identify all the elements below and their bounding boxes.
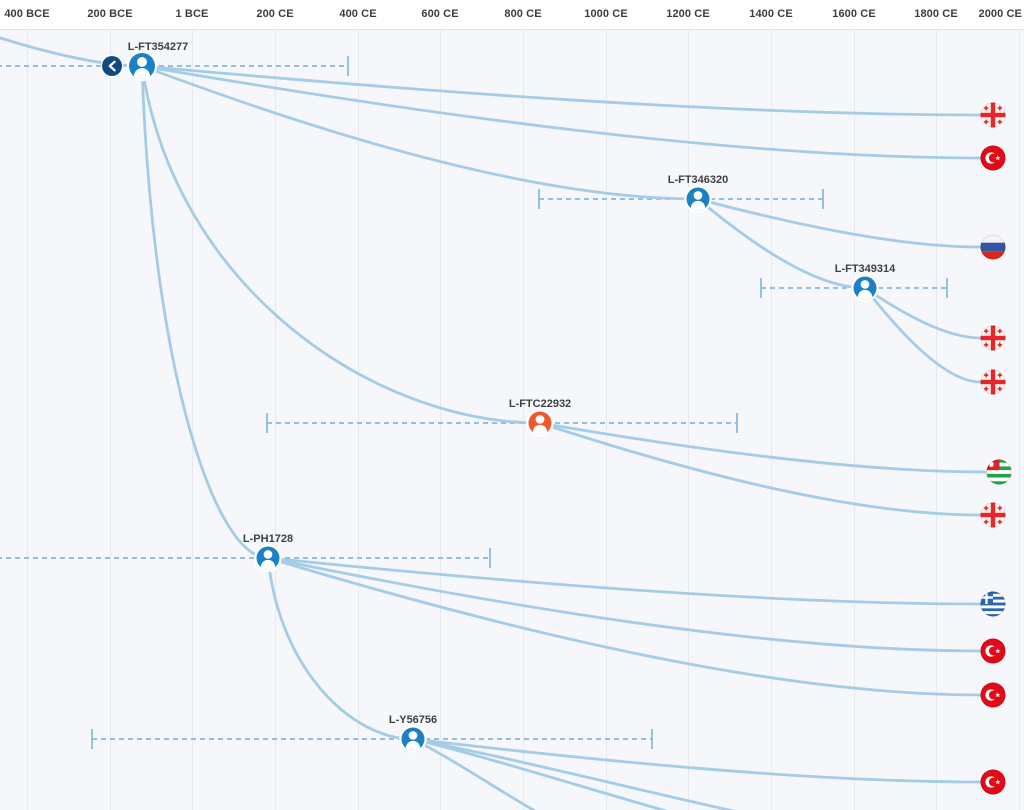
person-icon xyxy=(851,274,879,302)
turkey-flag-icon xyxy=(980,769,1006,795)
gridline xyxy=(358,29,359,810)
axis-tick-2000-ce: 2000 CE xyxy=(978,8,1022,20)
gridline xyxy=(936,29,937,810)
gridline xyxy=(275,29,276,810)
abkhazia-flag-icon xyxy=(986,459,1012,485)
parent-collapse-button[interactable] xyxy=(100,54,124,78)
axis-tick-1600-ce: 1600 CE xyxy=(832,8,876,20)
axis-tick-400-ce: 400 CE xyxy=(339,8,377,20)
georgia-flag-icon xyxy=(980,502,1006,528)
flag-georgia[interactable] xyxy=(980,325,1006,351)
turkey-flag-icon xyxy=(980,682,1006,708)
lineage-curve-to-flag xyxy=(538,421,988,474)
lineage-curve-to-flag xyxy=(696,197,982,249)
gridline xyxy=(110,29,111,810)
georgia-flag-icon xyxy=(980,325,1006,351)
gridline xyxy=(854,29,855,810)
russia-flag-icon xyxy=(980,234,1006,260)
lineage-curve xyxy=(696,197,867,290)
axis-tick-600-ce: 600 CE xyxy=(421,8,459,20)
gridline xyxy=(192,29,193,810)
axis-tick-1200-ce: 1200 CE xyxy=(666,8,710,20)
lineage-curve-to-flag xyxy=(140,64,982,160)
gridline xyxy=(27,29,28,810)
gridline xyxy=(440,29,441,810)
lineage-curve-to-flag xyxy=(266,556,982,606)
axis-tick-800-ce: 800 CE xyxy=(504,8,542,20)
greece-flag-icon xyxy=(980,591,1006,617)
flag-russia[interactable] xyxy=(980,234,1006,260)
lineage-curve-to-flag xyxy=(863,286,982,384)
lineage-curve xyxy=(266,556,415,741)
lineage-curve-to-flag xyxy=(411,737,982,784)
lineage-curve-to-flag xyxy=(140,64,982,117)
person-icon xyxy=(254,544,282,572)
haplogroup-node-L-FTC22932[interactable] xyxy=(525,408,555,438)
haplogroup-node-L-FT354277[interactable] xyxy=(126,50,159,83)
lineage-curve-to-flag xyxy=(863,286,982,340)
person-icon xyxy=(526,409,554,437)
gridline xyxy=(688,29,689,810)
georgia-flag-icon xyxy=(980,102,1006,128)
lineage-curve-truncated xyxy=(411,737,736,810)
gridline xyxy=(523,29,524,810)
georgia-flag-icon xyxy=(980,369,1006,395)
node-label-L-FT354277: L-FT354277 xyxy=(127,41,189,53)
gridline xyxy=(771,29,772,810)
lineage-curve xyxy=(140,64,542,425)
node-label-L-FT346320: L-FT346320 xyxy=(667,174,729,186)
node-label-L-FT349314: L-FT349314 xyxy=(834,263,896,275)
gridline xyxy=(606,29,607,810)
flag-turkey[interactable] xyxy=(980,682,1006,708)
axis-tick-400-bce: 400 BCE xyxy=(4,8,50,20)
axis-tick-200-bce: 200 BCE xyxy=(87,8,133,20)
turkey-flag-icon xyxy=(980,145,1006,171)
haplogroup-node-L-Y56756[interactable] xyxy=(398,724,428,754)
node-label-L-Y56756: L-Y56756 xyxy=(388,714,438,726)
node-label-L-FTC22932: L-FTC22932 xyxy=(508,398,572,410)
lineage-curve xyxy=(140,64,270,560)
flag-georgia[interactable] xyxy=(980,102,1006,128)
lineage-curve-truncated xyxy=(411,737,668,810)
axis-tick-1800-ce: 1800 CE xyxy=(914,8,958,20)
axis-tick-1400-ce: 1400 CE xyxy=(749,8,793,20)
flag-turkey[interactable] xyxy=(980,145,1006,171)
flag-turkey[interactable] xyxy=(980,769,1006,795)
person-icon xyxy=(399,725,427,753)
flag-greece[interactable] xyxy=(980,591,1006,617)
axis-tick-200-ce: 200 CE xyxy=(256,8,294,20)
lineage-curve-to-flag xyxy=(266,556,982,697)
haplogroup-node-L-PH1728[interactable] xyxy=(253,543,283,573)
flag-abkhazia[interactable] xyxy=(986,459,1012,485)
axis-tick-1000-ce: 1000 CE xyxy=(584,8,628,20)
flag-georgia[interactable] xyxy=(980,369,1006,395)
node-label-L-PH1728: L-PH1728 xyxy=(242,533,294,545)
gridline xyxy=(1019,29,1020,810)
turkey-flag-icon xyxy=(980,638,1006,664)
lineage-curve-truncated xyxy=(411,737,537,810)
lineage-curve-to-flag xyxy=(266,556,982,653)
chevron-left-icon xyxy=(100,54,124,78)
haplogroup-node-L-FT349314[interactable] xyxy=(850,273,880,303)
person-icon xyxy=(684,185,712,213)
axis-tick-1-bce: 1 BCE xyxy=(175,8,209,20)
flag-turkey[interactable] xyxy=(980,638,1006,664)
haplogroup-node-L-FT346320[interactable] xyxy=(683,184,713,214)
person-icon xyxy=(126,50,158,82)
time-axis: 400 BCE 200 BCE 1 BCE 200 CE 400 CE 600 CE 800… xyxy=(0,0,1024,30)
lineage-curve-parent-entry xyxy=(0,36,144,68)
lineage-curve xyxy=(140,64,700,201)
lineage-curve-to-flag xyxy=(538,421,982,517)
flag-georgia[interactable] xyxy=(980,502,1006,528)
